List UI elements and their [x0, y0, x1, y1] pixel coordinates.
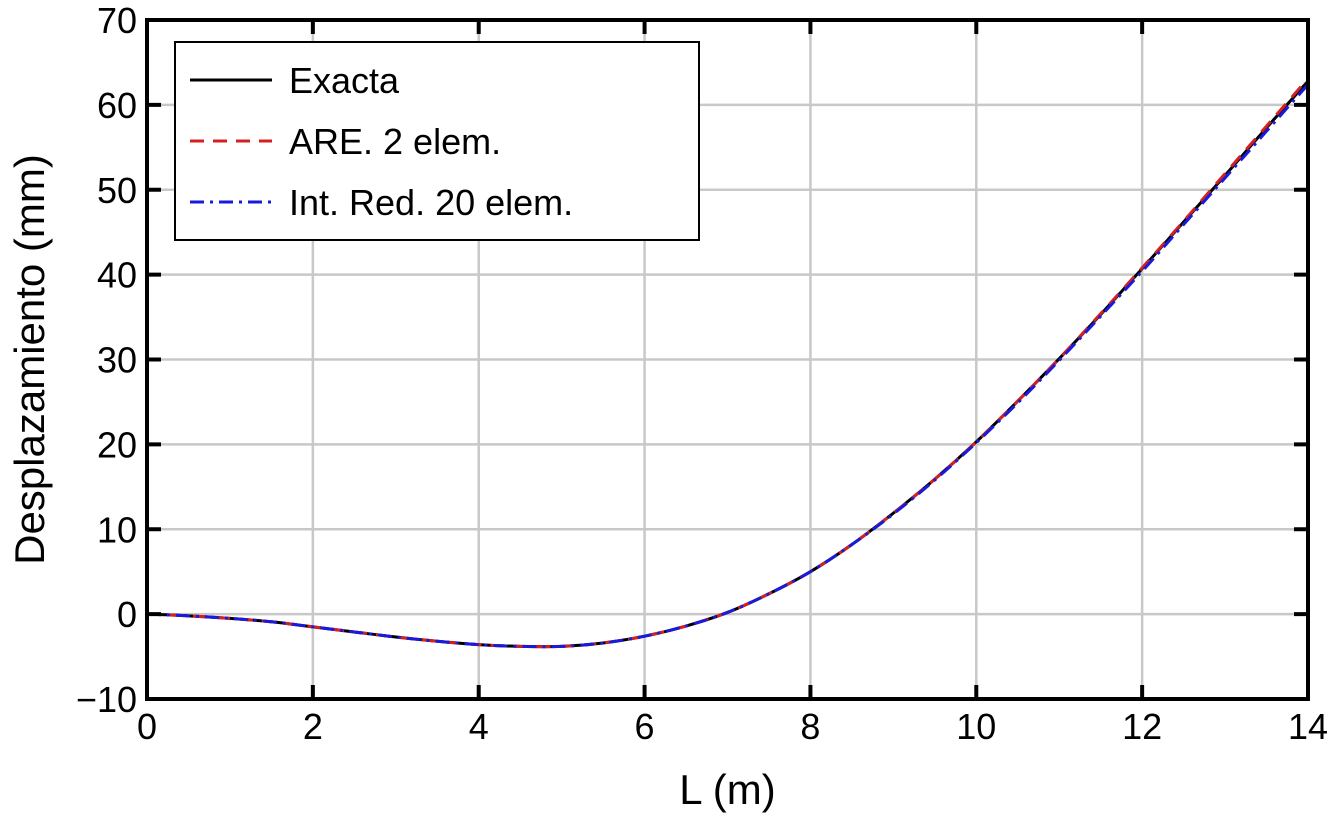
x-tick-label: 6	[635, 706, 655, 747]
y-tick-label: 10	[97, 509, 137, 550]
y-tick-label: 30	[97, 340, 137, 381]
legend-label: ARE. 2 elem.	[289, 121, 501, 162]
series-line-int-red-20-elem	[146, 83, 1310, 649]
y-tick-label: 70	[97, 0, 137, 41]
y-axis-title: Desplazamiento (mm)	[6, 154, 53, 565]
y-tick-label: 50	[97, 170, 137, 211]
axis-ticks	[145, 18, 1310, 701]
x-tick-label: 0	[137, 706, 157, 747]
y-tick-label: −10	[76, 679, 137, 720]
x-tick-label: 14	[1288, 706, 1328, 747]
x-tick-label: 8	[800, 706, 820, 747]
legend-label: Exacta	[289, 60, 400, 101]
legend: Exacta ARE. 2 elem. Int. Red. 20 elem.	[174, 41, 700, 241]
x-tick-label: 12	[1122, 706, 1162, 747]
x-tick-label: 10	[956, 706, 996, 747]
x-tick-label: 4	[469, 706, 489, 747]
y-tick-label: 20	[97, 424, 137, 465]
x-tick-label: 2	[303, 706, 323, 747]
x-tick-labels: 0 2 4 6 8 10 12 14	[137, 706, 1328, 747]
x-axis-title: L (m)	[679, 766, 775, 813]
series-layer	[146, 77, 1310, 649]
y-tick-label: 60	[97, 85, 137, 126]
y-tick-labels: −10 0 10 20 30 40 50 60 70	[76, 0, 137, 720]
y-tick-label: 0	[117, 594, 137, 635]
y-tick-label: 40	[97, 255, 137, 296]
legend-label: Int. Red. 20 elem.	[289, 182, 573, 223]
